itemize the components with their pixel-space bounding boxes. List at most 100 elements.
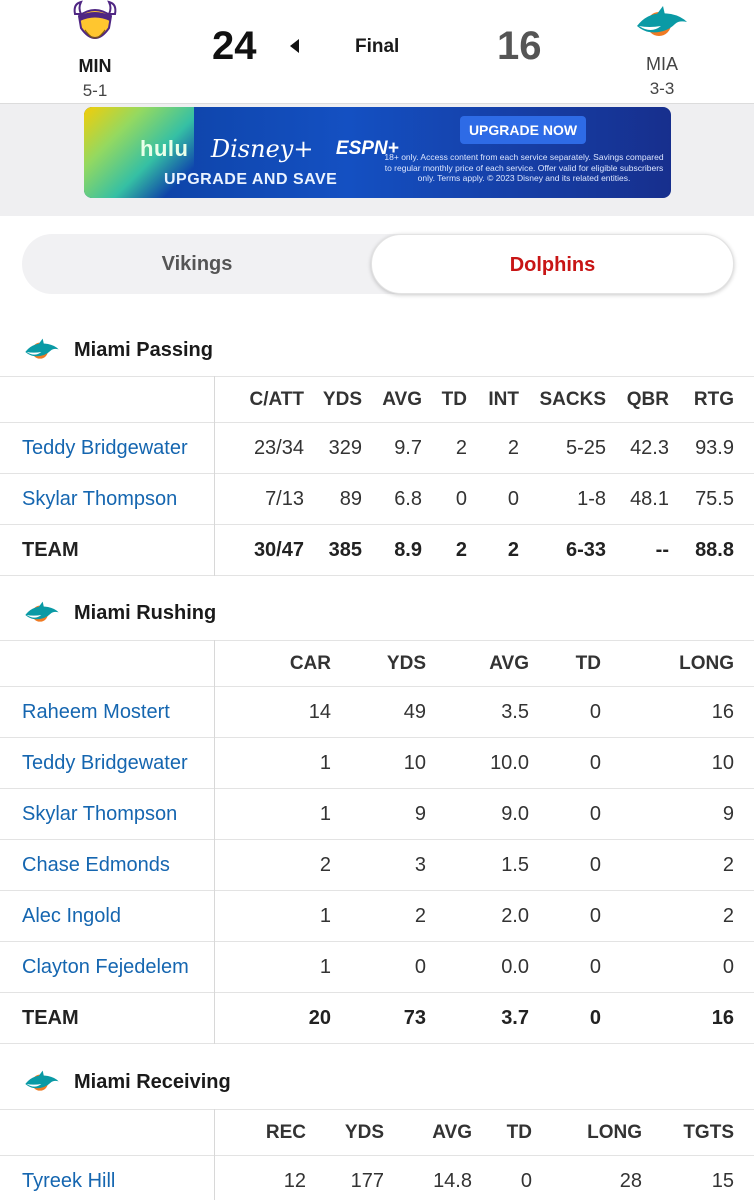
promo-banner[interactable]: hulu Disney+ ESPN+ UPGRADE AND SAVE UPGR… (84, 107, 671, 198)
player-link[interactable]: Tyreek Hill (0, 1155, 215, 1200)
tab-vikings[interactable]: Vikings (161, 253, 233, 275)
column-header: AVG (432, 1121, 472, 1143)
stat-cell: 6.8 (394, 487, 422, 510)
stat-cell: 2 (319, 853, 331, 876)
player-link[interactable]: Skylar Thompson (0, 788, 215, 840)
stat-cell: 9 (414, 802, 426, 825)
stat-cell: 0 (589, 751, 601, 774)
stat-cell: 0 (589, 955, 601, 978)
player-link[interactable]: Chase Edmonds (0, 839, 215, 891)
table-row: Teddy Bridgewater 23/34 329 9.7 2 2 5-25… (0, 422, 754, 474)
stat-cell: 10.0 (490, 751, 529, 774)
column-header-name (0, 640, 215, 687)
passing-table: C/ATT YDS AVG TD INT SACKS QBR RTG Teddy… (0, 376, 754, 576)
winner-arrow-icon (290, 39, 299, 53)
stat-cell: 8.9 (394, 538, 422, 561)
stat-cell: 10 (711, 751, 734, 774)
stat-cell: 2 (722, 904, 734, 927)
stat-cell: 7/13 (265, 487, 304, 510)
dolphins-logo-icon (25, 1070, 59, 1091)
section-title: Miami Receiving (74, 1071, 231, 1093)
stat-cell: 3.7 (501, 1006, 529, 1029)
stat-cell: 1.5 (501, 853, 529, 876)
player-link[interactable]: Raheem Mostert (0, 686, 215, 738)
table-row: Skylar Thompson 1 9 9.0 0 9 (0, 788, 754, 840)
player-link[interactable]: Teddy Bridgewater (0, 737, 215, 789)
column-header: CAR (289, 652, 331, 674)
stat-cell: 15 (711, 1169, 734, 1192)
upgrade-now-button[interactable]: UPGRADE NOW (460, 116, 586, 144)
stat-cell: 2 (455, 436, 467, 459)
column-header: LONG (587, 1121, 642, 1143)
stat-cell: 3.5 (501, 700, 529, 723)
stat-cell: 0 (455, 487, 467, 510)
column-header: QBR (626, 388, 669, 410)
team-total-label: TEAM (0, 524, 215, 576)
stat-cell: 0 (722, 955, 734, 978)
section-title: Miami Passing (74, 339, 213, 361)
stat-cell: 0 (414, 955, 426, 978)
column-header: YDS (322, 388, 362, 410)
stat-cell: 5-25 (565, 436, 606, 459)
table-header-row: REC YDS AVG TD LONG TGTS (0, 1109, 754, 1156)
player-link[interactable]: Clayton Fejedelem (0, 941, 215, 993)
stat-cell: 28 (619, 1169, 642, 1192)
stat-cell: 20 (308, 1006, 331, 1029)
stat-cell: 89 (339, 487, 362, 510)
table-header-row: C/ATT YDS AVG TD INT SACKS QBR RTG (0, 376, 754, 423)
away-team-abbr: MIN (78, 56, 112, 76)
stat-cell: 3 (414, 853, 426, 876)
stat-cell: 14 (308, 700, 331, 723)
stat-cell: -- (655, 538, 669, 561)
player-link[interactable]: Alec Ingold (0, 890, 215, 942)
table-row: Teddy Bridgewater 1 10 10.0 0 10 (0, 737, 754, 789)
stat-cell: 12 (283, 1169, 306, 1192)
stat-cell: 0 (589, 853, 601, 876)
column-header: TD (575, 652, 601, 674)
stat-cell: 2 (414, 904, 426, 927)
column-header: YDS (344, 1121, 384, 1143)
away-team[interactable]: MIN 5-1 (50, 0, 140, 101)
stat-cell: 2 (507, 538, 519, 561)
stat-cell: 0.0 (501, 955, 529, 978)
stat-cell: 0 (589, 700, 601, 723)
table-row: Tyreek Hill 12 177 14.8 0 28 15 (0, 1155, 754, 1200)
table-row: Raheem Mostert 14 49 3.5 0 16 (0, 686, 754, 738)
hulu-logo: hulu (140, 136, 189, 161)
team-toggle: Vikings Dolphins (22, 234, 734, 294)
column-header: AVG (382, 388, 422, 410)
dolphins-logo-icon (25, 338, 59, 359)
stat-cell: 0 (589, 1006, 601, 1029)
espn-plus-logo: ESPN+ (335, 138, 399, 159)
column-header-name (0, 1109, 215, 1156)
column-header: AVG (489, 652, 529, 674)
stat-cell: 0 (520, 1169, 532, 1192)
stat-cell: 1 (319, 802, 331, 825)
column-header: SACKS (539, 388, 606, 410)
tab-dolphins[interactable]: Dolphins (371, 234, 734, 294)
stat-cell: 9.7 (394, 436, 422, 459)
table-row: Alec Ingold 1 2 2.0 0 2 (0, 890, 754, 942)
stat-cell: 48.1 (630, 487, 669, 510)
table-row: Clayton Fejedelem 1 0 0.0 0 0 (0, 941, 754, 993)
table-header-row: CAR YDS AVG TD LONG (0, 640, 754, 687)
column-header: RTG (693, 388, 734, 410)
player-link[interactable]: Teddy Bridgewater (0, 422, 215, 474)
column-header: REC (265, 1121, 306, 1143)
vikings-logo-icon (73, 0, 117, 39)
home-team[interactable]: MIA 3-3 (617, 0, 707, 99)
banner-fine-print: 18+ only. Access content from each servi… (384, 152, 664, 183)
stat-cell: 385 (328, 538, 362, 561)
stat-cell: 9.0 (501, 802, 529, 825)
stat-cell: 88.8 (695, 538, 734, 561)
stat-cell: 0 (589, 904, 601, 927)
player-link[interactable]: Skylar Thompson (0, 473, 215, 525)
stat-cell: 49 (403, 700, 426, 723)
home-team-abbr: MIA (645, 54, 678, 74)
table-row: Skylar Thompson 7/13 89 6.8 0 0 1-8 48.1… (0, 473, 754, 525)
column-header: TGTS (683, 1121, 734, 1143)
receiving-table: REC YDS AVG TD LONG TGTS Tyreek Hill 12 … (0, 1109, 754, 1200)
stat-cell: 73 (403, 1006, 426, 1029)
stat-cell: 1 (319, 751, 331, 774)
stat-cell: 1-8 (577, 487, 606, 510)
